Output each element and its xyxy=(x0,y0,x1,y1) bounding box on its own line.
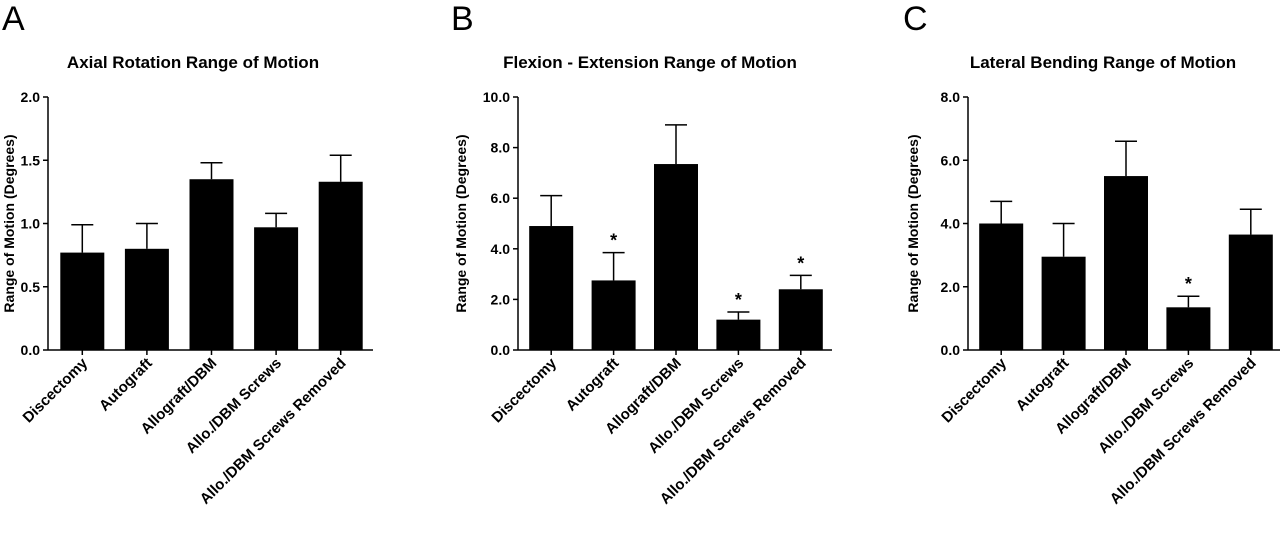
y-tick-label: 6.0 xyxy=(941,152,961,168)
bar xyxy=(60,252,105,350)
y-tick-label: 1.0 xyxy=(21,216,41,232)
category-label: Autograft xyxy=(96,355,156,415)
chart-title: Lateral Bending Range of Motion xyxy=(970,53,1236,72)
chart-panel-a: A Axial Rotation Range of Motion 0.0 0.5 1.0… xyxy=(1,0,373,508)
y-tick-label: 0.0 xyxy=(941,342,961,358)
category-label: Discectomy xyxy=(488,354,560,426)
bar xyxy=(1104,176,1148,350)
panel-letter: B xyxy=(451,0,474,38)
y-tick-label: 4.0 xyxy=(941,216,961,232)
y-tick-label: 8.0 xyxy=(941,89,961,105)
bar xyxy=(189,179,234,350)
bar xyxy=(254,227,299,350)
panel-letter: C xyxy=(903,0,928,38)
bar xyxy=(529,226,574,350)
chart-panel-b: B Flexion - Extension Range of Motion 0.0 2… xyxy=(451,0,832,508)
bar xyxy=(979,223,1024,350)
bar xyxy=(1041,256,1086,350)
y-tick-label: 0.5 xyxy=(21,279,41,295)
y-axis-label: Range of Motion (Degrees) xyxy=(1,134,17,312)
y-tick-label: 0.0 xyxy=(21,342,41,358)
bar xyxy=(591,280,636,350)
y-tick-label: 4.0 xyxy=(491,241,511,257)
chart-title: Axial Rotation Range of Motion xyxy=(67,53,319,72)
y-tick-label: 8.0 xyxy=(491,140,511,156)
chart-title: Flexion - Extension Range of Motion xyxy=(503,53,797,72)
bar xyxy=(716,319,761,350)
category-label: Autograft xyxy=(563,355,623,415)
y-axis-label: Range of Motion (Degrees) xyxy=(905,134,921,312)
bar xyxy=(124,248,169,350)
chart-panel-c: C Lateral Bending Range of Motion 0.0 2.0 4.… xyxy=(903,0,1280,508)
y-tick-label: 2.0 xyxy=(21,89,41,105)
bar xyxy=(318,181,363,350)
y-tick-label: 6.0 xyxy=(491,190,511,206)
y-tick-label: 1.5 xyxy=(21,152,41,168)
y-tick-label: 2.0 xyxy=(491,291,511,307)
bar xyxy=(1228,234,1273,350)
category-label: Discectomy xyxy=(938,354,1010,426)
bar xyxy=(654,164,698,350)
significance-marker: * xyxy=(735,290,742,310)
y-tick-label: 10.0 xyxy=(483,89,510,105)
bar xyxy=(1166,307,1211,350)
significance-marker: * xyxy=(797,253,804,273)
significance-marker: * xyxy=(610,231,617,251)
bar xyxy=(778,289,823,350)
category-label: Autograft xyxy=(1013,355,1073,415)
y-axis-label: Range of Motion (Degrees) xyxy=(453,134,469,312)
y-tick-label: 2.0 xyxy=(941,279,961,295)
category-label: Discectomy xyxy=(20,354,92,426)
y-tick-label: 0.0 xyxy=(491,342,511,358)
significance-marker: * xyxy=(1185,274,1192,294)
panel-letter: A xyxy=(2,0,25,38)
